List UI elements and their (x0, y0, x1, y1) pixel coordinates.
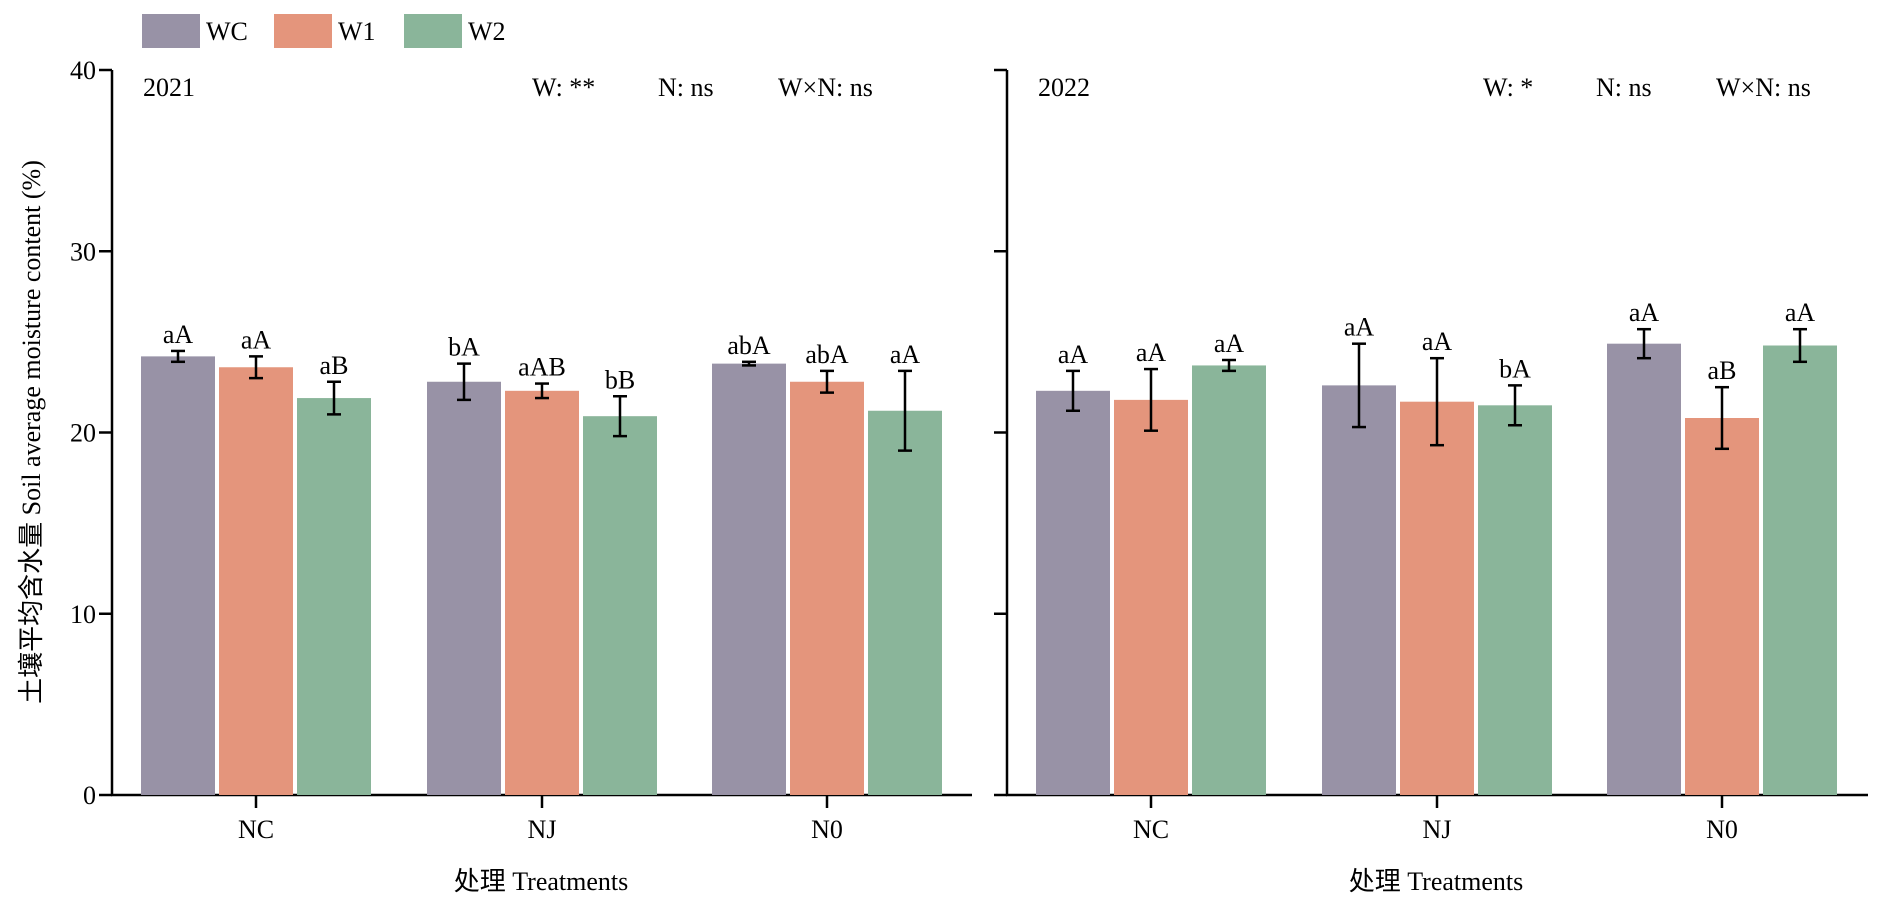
bar-w1 (505, 390, 579, 795)
significance-label: aB (320, 351, 349, 380)
bar-wc (427, 381, 501, 795)
legend-swatch-w1 (274, 14, 332, 48)
significance-label: bA (448, 333, 480, 362)
legend-label-wc: WC (206, 17, 248, 46)
significance-label: aA (1214, 329, 1245, 358)
significance-label: aA (1058, 340, 1089, 369)
bar-w2 (1478, 405, 1552, 795)
x-tick-label: NC (238, 815, 274, 844)
significance-label: aA (1785, 298, 1816, 327)
x-tick-label: N0 (811, 815, 843, 844)
bar-wc (1607, 343, 1681, 795)
x-tick-label: NJ (528, 815, 557, 844)
significance-label: aA (890, 340, 921, 369)
significance-label: bA (1499, 354, 1531, 383)
x-axis-label: 处理 Treatments (1349, 867, 1524, 896)
significance-label: aB (1708, 356, 1737, 385)
significance-label: bB (605, 365, 635, 394)
legend-swatch-wc (142, 14, 200, 48)
panel-title: 2022 (1038, 73, 1090, 102)
stats-annotation: N: ns (1596, 73, 1652, 102)
y-tick-label: 10 (70, 600, 96, 629)
bar-w2 (1192, 365, 1266, 795)
bar-w1 (1114, 399, 1188, 795)
legend-label-w2: W2 (468, 17, 506, 46)
x-tick-label: NC (1133, 815, 1169, 844)
x-tick-label: NJ (1423, 815, 1452, 844)
y-tick-label: 20 (70, 419, 96, 448)
significance-label: aA (1422, 327, 1453, 356)
significance-label: aAB (518, 353, 566, 382)
significance-label: aA (1344, 313, 1375, 342)
bar-w1 (790, 381, 864, 795)
stats-annotation: W: ** (532, 73, 595, 102)
stats-annotation: W: * (1483, 73, 1533, 102)
significance-label: aA (241, 325, 272, 354)
bar-w1 (219, 367, 293, 795)
y-tick-label: 40 (70, 56, 96, 85)
significance-label: abA (727, 331, 771, 360)
bar-w2 (297, 398, 371, 795)
stats-annotation: W×N: ns (778, 73, 873, 102)
bar-w1 (1685, 418, 1759, 795)
bar-wc (1322, 385, 1396, 795)
bar-wc (712, 363, 786, 795)
x-tick-label: N0 (1706, 815, 1738, 844)
x-axis-label: 处理 Treatments (454, 867, 629, 896)
panel-2021: 0 10 20 30 40 2021 W: ** N: ns W×N: ns aA aA aB NC bA… (70, 56, 972, 896)
bar-w1 (1400, 401, 1474, 795)
panel-title: 2021 (143, 73, 195, 102)
legend-swatch-w2 (404, 14, 462, 48)
significance-label: aA (163, 320, 194, 349)
legend: WC W1 W2 (142, 14, 506, 48)
y-tick-label: 30 (70, 237, 96, 266)
y-tick-label: 0 (83, 781, 96, 810)
y-axis-label: 土壤平均含水量 Soil average moisture content (%… (17, 160, 46, 704)
bar-wc (141, 356, 215, 795)
significance-label: aA (1136, 338, 1167, 367)
bar-w2 (1763, 345, 1837, 795)
stats-annotation: W×N: ns (1716, 73, 1811, 102)
legend-label-w1: W1 (338, 17, 376, 46)
bar-wc (1036, 390, 1110, 795)
significance-label: aA (1629, 298, 1660, 327)
bar-w2 (583, 416, 657, 795)
panel-2022: 2022 W: * N: ns W×N: ns aA aA aA NC aA aA bA NJ aA aB… (994, 68, 1868, 896)
bar-w2 (868, 410, 942, 795)
significance-label: abA (805, 340, 849, 369)
stats-annotation: N: ns (658, 73, 714, 102)
